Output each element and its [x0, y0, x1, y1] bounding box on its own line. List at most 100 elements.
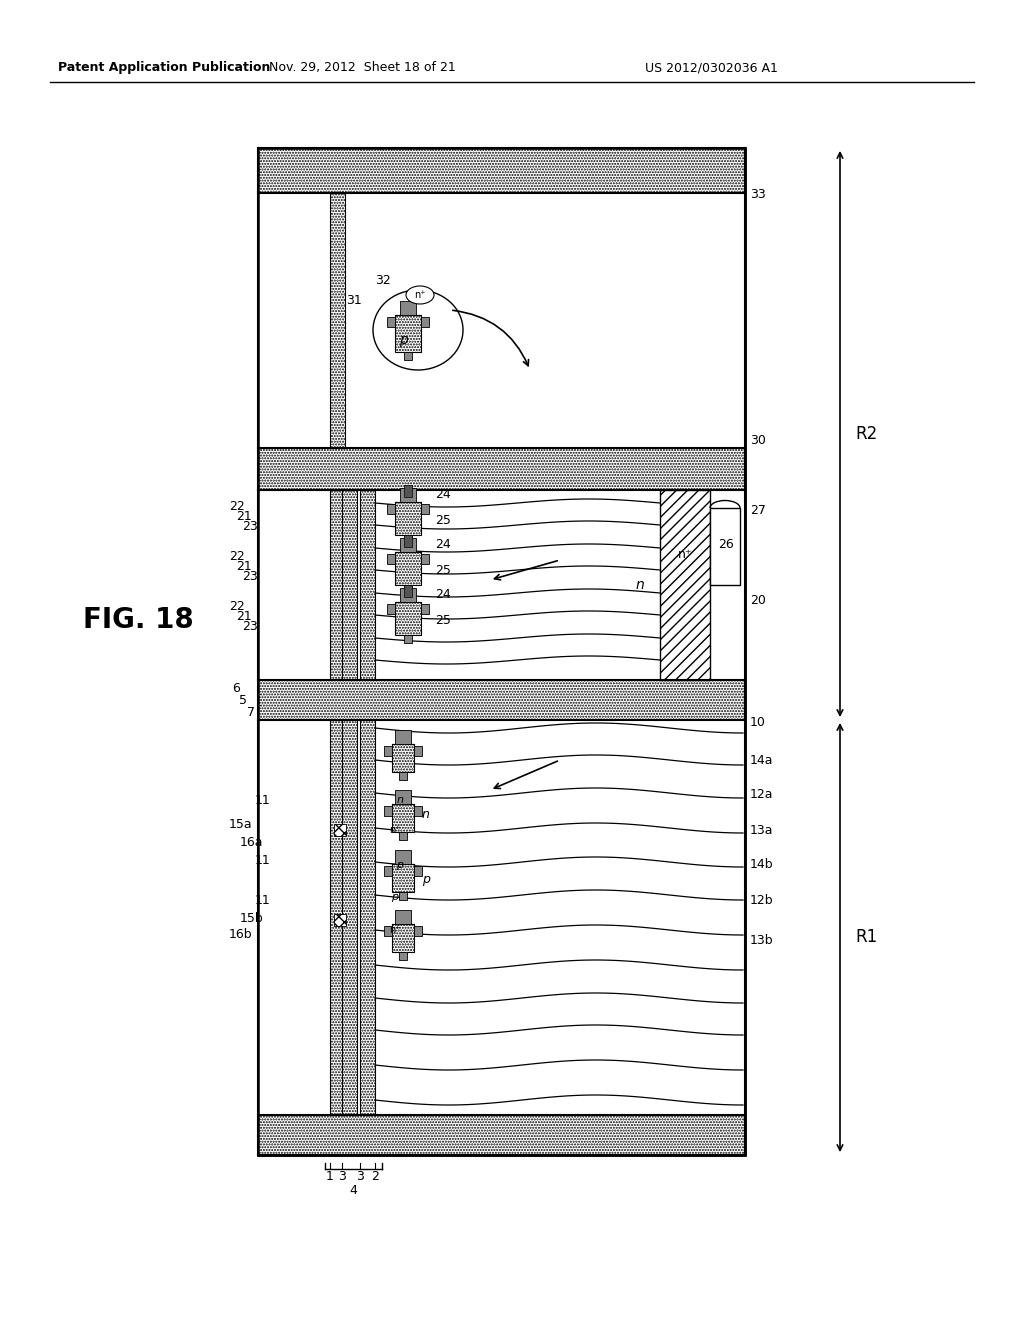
Bar: [395, 502, 421, 535]
Bar: [342, 490, 357, 680]
Bar: [258, 148, 745, 193]
Bar: [414, 866, 422, 876]
Bar: [404, 585, 412, 593]
Text: 21: 21: [237, 610, 252, 623]
Text: 11: 11: [254, 854, 270, 866]
Text: 26: 26: [718, 539, 734, 552]
Bar: [360, 719, 375, 1115]
Bar: [387, 504, 395, 513]
Text: n⁺: n⁺: [389, 925, 400, 935]
Text: 25: 25: [435, 564, 451, 577]
Bar: [258, 719, 745, 1115]
Text: 12b: 12b: [750, 894, 773, 907]
Text: 22: 22: [229, 550, 245, 564]
Bar: [404, 635, 412, 643]
Bar: [360, 490, 375, 680]
Bar: [387, 605, 395, 614]
Bar: [387, 317, 395, 327]
Text: 33: 33: [750, 189, 766, 202]
Bar: [400, 539, 416, 552]
Text: R2: R2: [855, 425, 878, 444]
Text: n⁺: n⁺: [678, 549, 692, 561]
Text: 22: 22: [229, 601, 245, 614]
Bar: [330, 490, 345, 680]
Text: 4: 4: [349, 1184, 357, 1196]
Bar: [258, 148, 745, 193]
Bar: [399, 892, 407, 900]
Ellipse shape: [373, 290, 463, 370]
Text: 3: 3: [338, 1171, 346, 1184]
Text: p: p: [396, 861, 403, 870]
Bar: [404, 535, 412, 543]
Bar: [414, 807, 422, 816]
Text: 2: 2: [371, 1171, 379, 1184]
Bar: [710, 508, 740, 585]
Bar: [421, 605, 429, 614]
Text: 30: 30: [750, 433, 766, 446]
Bar: [392, 924, 414, 952]
Bar: [330, 719, 345, 1115]
Bar: [421, 554, 429, 564]
Bar: [342, 719, 357, 1115]
Bar: [384, 927, 392, 936]
Text: 11: 11: [254, 894, 270, 907]
Text: p: p: [391, 892, 398, 902]
Text: 32: 32: [375, 273, 391, 286]
Text: 23: 23: [243, 570, 258, 583]
Text: 24: 24: [435, 589, 451, 602]
Bar: [395, 552, 421, 585]
Bar: [330, 193, 345, 447]
Bar: [395, 315, 421, 352]
Bar: [404, 535, 412, 546]
Text: 25: 25: [435, 513, 451, 527]
Bar: [392, 804, 414, 832]
Bar: [395, 789, 411, 804]
Bar: [399, 832, 407, 840]
Bar: [395, 850, 411, 865]
Text: 15a: 15a: [228, 818, 252, 832]
Bar: [258, 1115, 745, 1155]
Bar: [400, 301, 416, 315]
Text: 21: 21: [237, 511, 252, 524]
Bar: [384, 746, 392, 756]
Bar: [400, 587, 416, 602]
Bar: [334, 913, 346, 927]
Bar: [421, 504, 429, 513]
Text: US 2012/0302036 A1: US 2012/0302036 A1: [645, 62, 778, 74]
Text: 12a: 12a: [750, 788, 773, 801]
Text: Nov. 29, 2012  Sheet 18 of 21: Nov. 29, 2012 Sheet 18 of 21: [268, 62, 456, 74]
Text: 14a: 14a: [750, 754, 773, 767]
Text: 13a: 13a: [750, 824, 773, 837]
Bar: [399, 772, 407, 780]
Bar: [392, 865, 414, 892]
Text: 24: 24: [435, 539, 451, 552]
Bar: [399, 952, 407, 960]
Bar: [414, 927, 422, 936]
Bar: [258, 148, 745, 1155]
Bar: [395, 730, 411, 744]
Ellipse shape: [406, 286, 434, 304]
Text: 11: 11: [254, 793, 270, 807]
Bar: [404, 585, 412, 597]
Text: 22: 22: [229, 500, 245, 513]
Bar: [421, 317, 429, 327]
Text: p: p: [422, 874, 430, 887]
Bar: [395, 602, 421, 635]
Bar: [258, 680, 745, 719]
Text: 27: 27: [750, 503, 766, 516]
Bar: [404, 484, 412, 498]
Text: 31: 31: [346, 293, 362, 306]
Bar: [660, 490, 710, 680]
Bar: [384, 807, 392, 816]
Text: 7: 7: [247, 705, 255, 718]
Text: 1: 1: [326, 1171, 334, 1184]
Bar: [258, 193, 745, 447]
Text: 14b: 14b: [750, 858, 773, 871]
Text: n⁺: n⁺: [389, 825, 400, 836]
Bar: [258, 1115, 745, 1155]
Bar: [400, 488, 416, 502]
Text: 23: 23: [243, 520, 258, 533]
Bar: [258, 148, 745, 1155]
Text: p: p: [398, 333, 408, 347]
Text: 15b: 15b: [240, 912, 263, 924]
